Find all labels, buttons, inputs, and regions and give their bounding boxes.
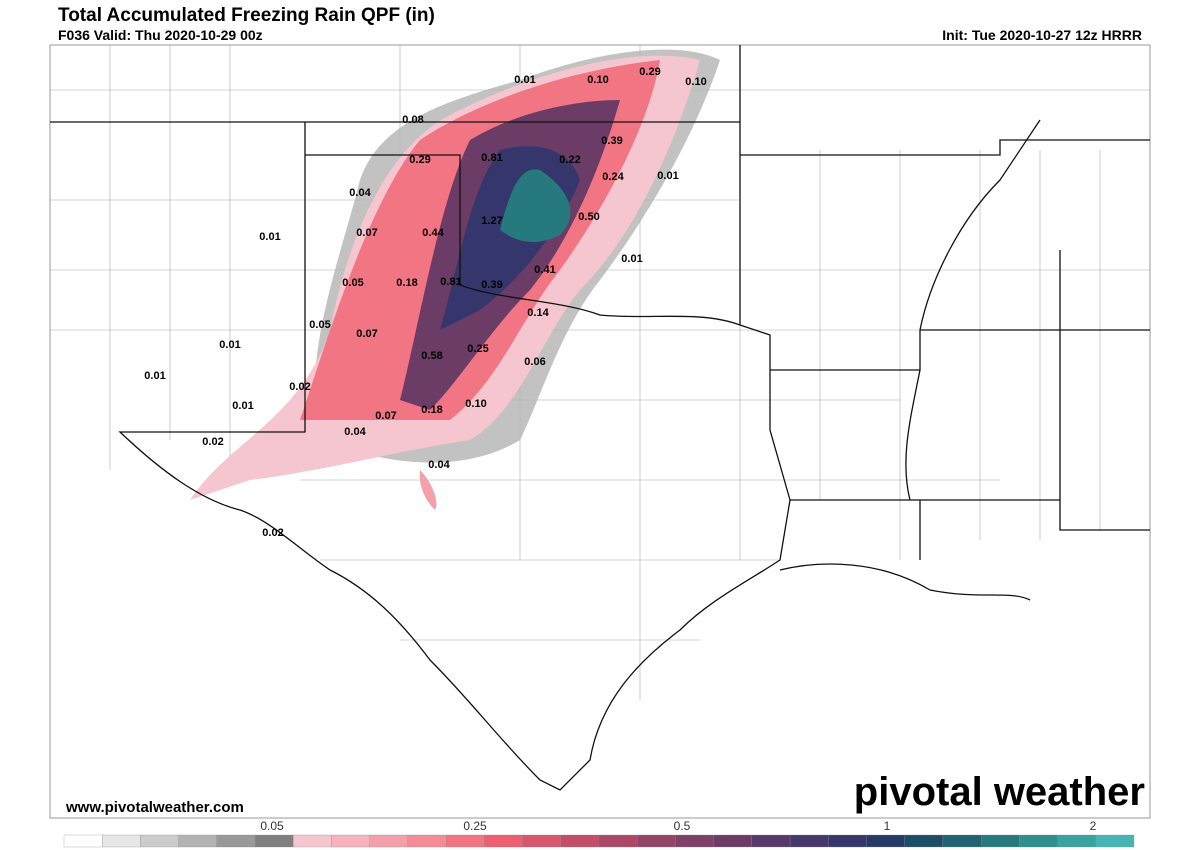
qpf-label: 0.08 [402, 114, 423, 126]
colorbar-swatch [866, 834, 905, 848]
colorbar-swatch [216, 834, 256, 848]
init-time: Init: Tue 2020-10-27 12z HRRR [942, 27, 1142, 43]
precip-field [190, 49, 720, 510]
colorbar-swatch [407, 834, 447, 848]
colorbar-swatch [178, 834, 218, 848]
colorbar-tick-label: 1 [884, 819, 891, 833]
colorbar-tick-label: 2 [1090, 819, 1097, 833]
qpf-label: 0.14 [527, 307, 549, 319]
map-labels: 0.01 0.10 0.29 0.10 0.08 0.39 0.29 0.81 0.22 0.24… [144, 66, 706, 539]
qpf-label: 0.07 [356, 328, 377, 340]
colorbar-swatch [1057, 834, 1096, 848]
colorbar-swatch [942, 834, 982, 848]
colorbar-swatch [140, 834, 179, 848]
state-borders [50, 45, 1150, 791]
colorbar-swatch [828, 834, 867, 848]
colorbar: 0.05 0.25 0.5 1 2 [63, 819, 1135, 848]
qpf-label: 0.18 [421, 404, 442, 416]
qpf-label: 0.02 [289, 381, 310, 393]
qpf-label: 0.07 [356, 227, 377, 239]
qpf-label: 0.29 [639, 66, 660, 78]
colorbar-swatch [637, 834, 676, 848]
colorbar-swatch [904, 834, 944, 848]
qpf-label: 0.39 [481, 279, 502, 291]
qpf-label: 0.04 [344, 426, 366, 438]
colorbar-swatch [789, 834, 829, 848]
colorbar-tick-label: 0.5 [674, 819, 691, 833]
qpf-label: 0.01 [219, 339, 240, 351]
colorbar-tick-label: 0.25 [463, 819, 487, 833]
qpf-label: 0.05 [342, 277, 363, 289]
qpf-label: 0.06 [524, 356, 545, 368]
colorbar-swatch [560, 834, 600, 848]
colorbar-swatch [980, 834, 1020, 848]
qpf-label: 0.04 [349, 187, 371, 199]
qpf-label: 0.29 [409, 154, 430, 166]
colorbar-swatch [331, 834, 370, 848]
colorbar-swatch [751, 834, 791, 848]
colorbar-swatch [522, 834, 561, 848]
qpf-label: 1.27 [481, 215, 502, 227]
qpf-label: 0.01 [514, 74, 535, 86]
qpf-label: 0.02 [202, 436, 223, 448]
colorbar-swatch [713, 834, 753, 848]
logo: pivotal weather [854, 770, 1145, 814]
qpf-label: 0.01 [657, 170, 678, 182]
colorbar-swatch [1019, 834, 1058, 848]
colorbar-swatch [369, 834, 409, 848]
colorbar-tick-label: 0.05 [260, 819, 284, 833]
qpf-label: 0.04 [428, 459, 450, 471]
qpf-label: 0.10 [587, 74, 608, 86]
colorbar-swatch [598, 834, 638, 848]
colorbar-swatch [484, 834, 523, 848]
qpf-label: 0.01 [259, 231, 280, 243]
qpf-label: 0.07 [375, 410, 396, 422]
qpf-label: 0.22 [559, 154, 580, 166]
qpf-label: 0.50 [578, 211, 599, 223]
qpf-label: 0.81 [481, 152, 502, 164]
qpf-label: 0.05 [309, 319, 330, 331]
colorbar-swatch [445, 834, 485, 848]
qpf-label: 0.24 [602, 171, 624, 183]
qpf-label: 0.25 [467, 343, 488, 355]
colorbar-swatch [1095, 834, 1135, 848]
qpf-label: 0.39 [601, 135, 622, 147]
qpf-label: 0.41 [534, 264, 555, 276]
qpf-label: 0.10 [685, 76, 706, 88]
title: Total Accumulated Freezing Rain QPF (in) [58, 5, 435, 26]
qpf-label: 0.02 [262, 527, 283, 539]
qpf-label: 0.01 [232, 400, 253, 412]
colorbar-swatch [102, 834, 141, 848]
qpf-label: 0.10 [465, 398, 486, 410]
qpf-label: 0.81 [440, 276, 461, 288]
qpf-label: 0.01 [144, 370, 165, 382]
colorbar-swatch [254, 834, 294, 848]
qpf-label: 0.44 [422, 227, 444, 239]
qpf-label: 0.18 [396, 277, 417, 289]
valid-time: F036 Valid: Thu 2020-10-29 00z [58, 27, 263, 43]
qpf-label: 0.58 [421, 350, 442, 362]
colorbar-swatch [675, 834, 714, 848]
map: 0.01 0.10 0.29 0.10 0.08 0.39 0.29 0.81 0.22 0.24… [50, 45, 1150, 791]
colorbar-swatch [63, 834, 103, 848]
colorbar-swatch [293, 834, 332, 848]
website: www.pivotalweather.com [65, 799, 244, 816]
qpf-label: 0.01 [621, 253, 642, 265]
